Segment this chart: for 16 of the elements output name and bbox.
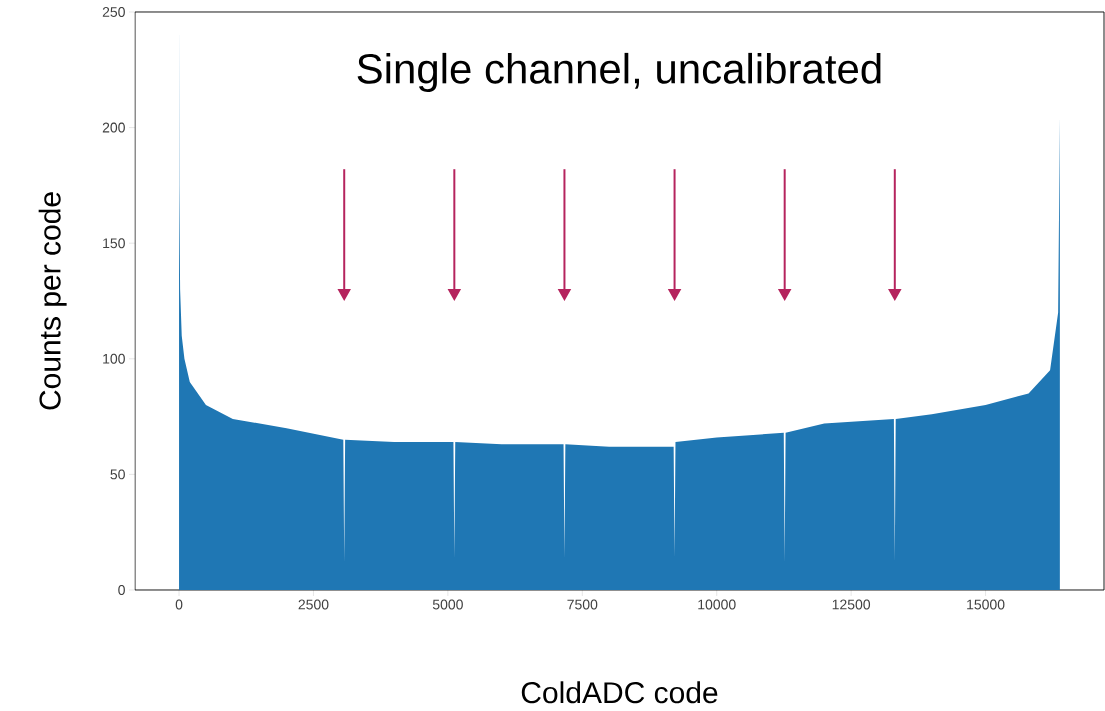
x-tick-label: 7500	[567, 599, 598, 610]
x-tick-label: 2500	[298, 599, 329, 610]
y-tick-label: 150	[103, 238, 125, 249]
x-tick-label: 12500	[832, 599, 871, 610]
x-tick-label: 10000	[698, 599, 736, 610]
y-tick-label: 50	[110, 469, 125, 480]
y-tick-label: 250	[102, 7, 125, 17]
text: Single channel, uncalibrated	[357, 52, 881, 93]
x-tick-label: 0	[175, 599, 183, 610]
x-tick-label: 5000	[432, 599, 463, 610]
y-axis-title: Counts per code	[38, 192, 67, 410]
y-tick-label: 0	[118, 585, 125, 595]
x-tick-label: 15000	[967, 599, 1005, 610]
y-tick-label: 200	[102, 122, 125, 133]
y-tick-label: 100	[103, 353, 125, 364]
x-axis-title: ColdADC code	[521, 681, 718, 704]
